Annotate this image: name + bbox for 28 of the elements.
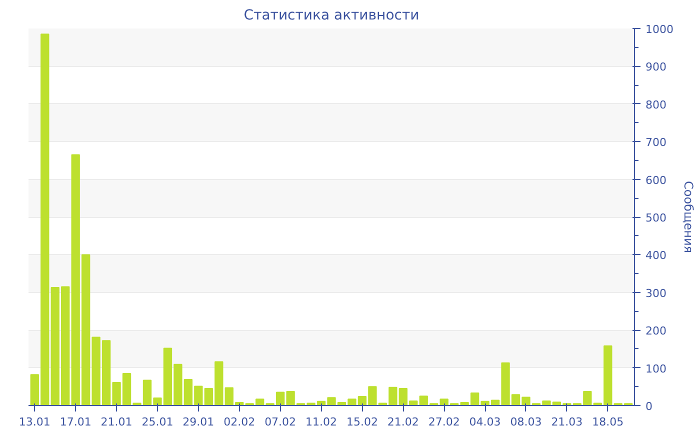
x-tick-label: 21.01: [100, 416, 132, 428]
x-tick-label: 29.01: [182, 416, 214, 428]
y-tick-label: 700: [646, 136, 666, 150]
y-tick-label: 100: [646, 362, 666, 376]
x-tick-label: 25.01: [142, 416, 174, 428]
y-axis-title: Сообщения: [681, 180, 696, 254]
x-tick-label: 13.01: [18, 416, 50, 428]
y-tick-label: 200: [646, 324, 666, 338]
y-tick-label: 400: [646, 249, 666, 262]
x-tick-label: 08.03: [510, 416, 542, 428]
y-tick-label: 500: [646, 212, 666, 224]
y-tick-label: 0: [646, 400, 652, 413]
x-tick-label: 15.02: [346, 416, 378, 428]
x-tick-label: 27.02: [428, 416, 460, 428]
y-tick-label: 900: [646, 60, 666, 74]
x-tick-label: 07.02: [264, 416, 296, 428]
y-tick-label: 600: [646, 174, 666, 187]
x-tick-label: 02.02: [224, 416, 256, 428]
y-tick-label: 300: [646, 286, 666, 300]
x-tick-label: 21.02: [387, 416, 419, 428]
x-tick-label: 11.02: [306, 416, 338, 428]
x-tick-label: 21.03: [551, 416, 583, 428]
y-tick-label: 800: [646, 98, 666, 112]
x-tick-label: 18.05: [592, 416, 624, 428]
x-tick-label: 17.01: [60, 416, 92, 428]
y-tick-label: 1000: [646, 23, 674, 36]
x-tick-label: 04.03: [469, 416, 501, 428]
chart-title: Статистика активности: [244, 8, 420, 24]
